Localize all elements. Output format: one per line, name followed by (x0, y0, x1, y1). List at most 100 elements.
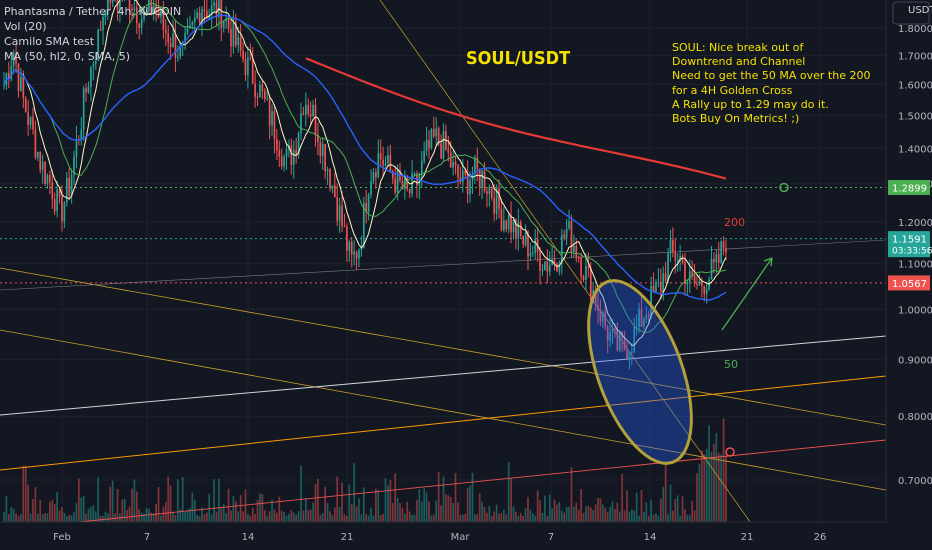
volume-bar (196, 514, 199, 522)
candle (138, 23, 141, 28)
volume-bar (135, 491, 138, 522)
volume-bar (394, 473, 397, 522)
candle (684, 262, 686, 285)
candle (647, 315, 650, 317)
candle (232, 21, 235, 47)
candle (703, 285, 706, 294)
candle (285, 149, 288, 157)
volume-bar (114, 513, 116, 522)
candle (688, 271, 691, 282)
volume-bar (280, 510, 283, 522)
volume-bar (664, 461, 667, 522)
volume-bar (461, 514, 464, 522)
candle (51, 182, 54, 200)
candle (618, 332, 621, 351)
candle (650, 285, 652, 316)
candle (505, 220, 508, 230)
volume-bar (234, 501, 237, 522)
volume-bar (577, 509, 580, 522)
volume-bar (657, 515, 660, 522)
volume-bar (230, 510, 232, 522)
candle (44, 162, 46, 185)
price-tick-label: 1.1000 (898, 260, 932, 271)
candle (720, 241, 723, 263)
currency-label[interactable]: USDT (908, 5, 932, 16)
volume-bar (263, 510, 266, 522)
volume-bar (469, 485, 471, 522)
volume-bar (503, 509, 505, 522)
volume-bar (160, 515, 162, 522)
volume-bar (517, 515, 520, 522)
candle (553, 259, 556, 264)
candle (539, 252, 541, 271)
candle (3, 84, 5, 86)
volume-bar (529, 509, 532, 522)
volume-bar (123, 498, 126, 522)
indicator-ma[interactable]: MA (50, hl2, 0, SMA, 5) (4, 50, 131, 63)
time-tick-label: 7 (144, 532, 150, 543)
indicator-camilo[interactable]: Camilo SMA test (4, 35, 95, 48)
candle (99, 30, 102, 32)
target-arrow (721, 257, 773, 331)
candle (565, 228, 568, 238)
volume-bar (268, 511, 271, 522)
volume-bar (128, 506, 131, 522)
volume-bar (626, 490, 628, 522)
volume-bar (331, 515, 334, 522)
candle (174, 33, 177, 58)
candle (370, 180, 372, 195)
volume-bar (140, 512, 143, 522)
volume-bar (324, 486, 326, 522)
candle (70, 174, 73, 196)
volume-bar (80, 497, 83, 522)
stop-marker (725, 447, 735, 457)
volume-bar (691, 500, 694, 522)
moving-averages (3, 0, 727, 346)
candle (551, 259, 553, 266)
candle (664, 273, 667, 281)
volume-bar (616, 502, 619, 522)
volume-bar (314, 483, 317, 522)
volume-bar (355, 506, 358, 522)
volume-bar (452, 502, 454, 522)
candle (568, 221, 570, 229)
volume-bar (20, 514, 22, 522)
countdown-label: 03:33:56 (892, 247, 932, 257)
candle (408, 188, 411, 194)
ma-white-line (3, 0, 727, 346)
candle (283, 156, 285, 167)
volume-bar (430, 515, 433, 522)
volume-bar (425, 492, 428, 522)
candle (498, 188, 500, 209)
volume-bar (181, 477, 184, 522)
volume-bar (696, 473, 698, 522)
candle (367, 194, 370, 212)
volume-bar (633, 510, 636, 522)
note-line: Downtrend and Channel (672, 55, 806, 69)
candle (210, 5, 213, 15)
volume-bar (312, 502, 314, 522)
note-line: A Rally up to 1.29 may do it. (672, 97, 829, 111)
symbol-title[interactable]: Phantasma / Tether, 4h, KUCOIN (4, 5, 182, 18)
volume-bar (638, 515, 640, 522)
time-axis: Feb 7 14 21 Mar 7 14 21 26 (0, 521, 886, 550)
candle (452, 161, 454, 168)
trend-line-gold (0, 329, 887, 491)
candle (515, 219, 517, 239)
volume-bar (242, 511, 244, 522)
volume-bar (61, 507, 63, 522)
candle (17, 63, 20, 91)
price-tick-label: 0.8000 (898, 412, 932, 423)
volume-bar (536, 490, 539, 522)
volume-bar (295, 514, 298, 522)
candle (162, 9, 165, 30)
indicator-volume[interactable]: Vol (20) (4, 20, 47, 33)
volume-bar (179, 509, 182, 522)
candle (488, 186, 491, 194)
volume-bar (720, 454, 723, 522)
volume-bar (46, 513, 49, 522)
volume-bar (68, 515, 71, 522)
volume-bar (254, 514, 256, 522)
candle (691, 271, 694, 276)
